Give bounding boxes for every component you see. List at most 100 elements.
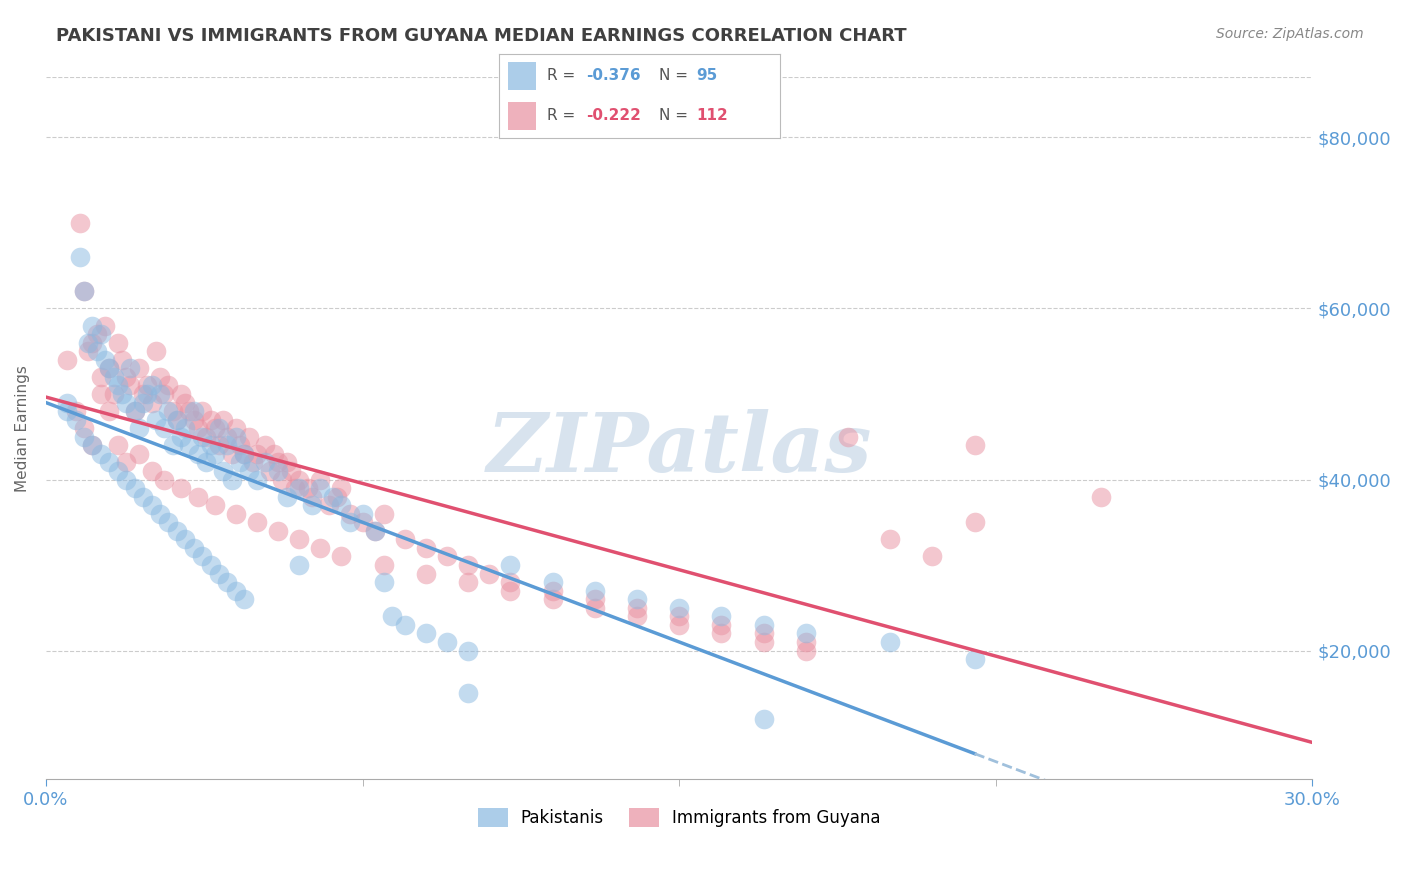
Point bbox=[149, 369, 172, 384]
Point bbox=[415, 626, 437, 640]
Point bbox=[339, 507, 361, 521]
Text: -0.376: -0.376 bbox=[586, 69, 641, 84]
Point bbox=[141, 498, 163, 512]
Point bbox=[373, 507, 395, 521]
Text: N =: N = bbox=[659, 108, 693, 123]
Point bbox=[309, 541, 332, 555]
Point bbox=[242, 455, 264, 469]
Point bbox=[225, 430, 247, 444]
Point bbox=[98, 361, 121, 376]
Point bbox=[162, 438, 184, 452]
Point bbox=[221, 447, 243, 461]
Text: N =: N = bbox=[659, 69, 693, 84]
Point bbox=[394, 618, 416, 632]
Point bbox=[208, 421, 231, 435]
Point bbox=[837, 430, 859, 444]
Point bbox=[107, 464, 129, 478]
Point bbox=[73, 285, 96, 299]
Point bbox=[128, 447, 150, 461]
Point bbox=[229, 455, 252, 469]
Point bbox=[364, 524, 387, 538]
Point bbox=[794, 635, 817, 649]
Point bbox=[200, 412, 222, 426]
Point bbox=[499, 558, 522, 572]
Point bbox=[710, 609, 733, 624]
Point bbox=[267, 455, 290, 469]
Point bbox=[276, 490, 298, 504]
Point bbox=[166, 412, 188, 426]
Point bbox=[271, 473, 294, 487]
Point bbox=[394, 533, 416, 547]
Point bbox=[111, 352, 134, 367]
Point bbox=[153, 473, 176, 487]
Point bbox=[174, 421, 197, 435]
Point bbox=[69, 250, 91, 264]
Point bbox=[436, 635, 458, 649]
Point bbox=[98, 404, 121, 418]
Point bbox=[246, 447, 269, 461]
Point bbox=[145, 344, 167, 359]
Point bbox=[128, 361, 150, 376]
Point bbox=[541, 583, 564, 598]
Point bbox=[457, 575, 479, 590]
Point bbox=[217, 438, 239, 452]
Point bbox=[301, 498, 323, 512]
Point bbox=[217, 430, 239, 444]
Point bbox=[82, 438, 104, 452]
Point bbox=[322, 490, 344, 504]
Point bbox=[879, 533, 901, 547]
Point bbox=[254, 455, 277, 469]
Point bbox=[541, 575, 564, 590]
Point bbox=[478, 566, 501, 581]
Point bbox=[179, 404, 201, 418]
Point bbox=[153, 421, 176, 435]
Point bbox=[200, 438, 222, 452]
Point bbox=[200, 558, 222, 572]
Point bbox=[132, 395, 155, 409]
Point bbox=[221, 473, 243, 487]
Point bbox=[276, 455, 298, 469]
Point bbox=[794, 626, 817, 640]
Point bbox=[157, 378, 180, 392]
Y-axis label: Median Earnings: Median Earnings bbox=[15, 365, 30, 491]
Point bbox=[254, 438, 277, 452]
Point bbox=[107, 438, 129, 452]
Point bbox=[963, 438, 986, 452]
Point bbox=[174, 395, 197, 409]
Point bbox=[233, 592, 256, 607]
Point bbox=[115, 369, 138, 384]
Point bbox=[162, 404, 184, 418]
Point bbox=[111, 387, 134, 401]
Point bbox=[82, 318, 104, 333]
Point bbox=[90, 447, 112, 461]
Point bbox=[90, 369, 112, 384]
Point bbox=[120, 378, 142, 392]
Point bbox=[233, 447, 256, 461]
Point bbox=[166, 524, 188, 538]
Point bbox=[157, 404, 180, 418]
Point bbox=[668, 618, 690, 632]
Point bbox=[309, 473, 332, 487]
Point bbox=[124, 481, 146, 495]
Point bbox=[246, 473, 269, 487]
Point bbox=[229, 438, 252, 452]
Text: R =: R = bbox=[547, 69, 581, 84]
Text: 112: 112 bbox=[696, 108, 728, 123]
Point bbox=[94, 318, 117, 333]
Point bbox=[132, 387, 155, 401]
Point bbox=[56, 395, 79, 409]
Point bbox=[77, 344, 100, 359]
Point bbox=[174, 533, 197, 547]
Point bbox=[212, 464, 235, 478]
Point bbox=[94, 352, 117, 367]
Point bbox=[921, 549, 943, 564]
Point bbox=[752, 626, 775, 640]
Point bbox=[301, 490, 323, 504]
Point bbox=[330, 481, 353, 495]
Point bbox=[373, 575, 395, 590]
Point bbox=[583, 600, 606, 615]
Point bbox=[73, 430, 96, 444]
Point bbox=[626, 600, 648, 615]
Point bbox=[626, 609, 648, 624]
Point bbox=[183, 412, 205, 426]
